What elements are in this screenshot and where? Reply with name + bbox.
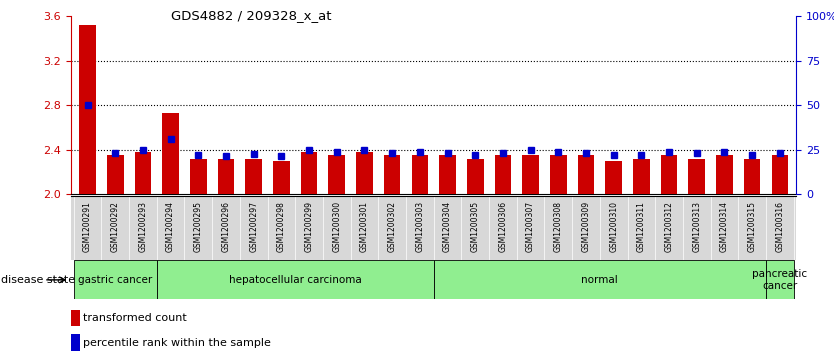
FancyBboxPatch shape	[434, 260, 766, 299]
Bar	[273, 161, 289, 194]
Text: GSM1200315: GSM1200315	[747, 201, 756, 252]
Text: GSM1200314: GSM1200314	[720, 201, 729, 252]
Text: GSM1200308: GSM1200308	[554, 201, 563, 252]
Text: percentile rank within the sample: percentile rank within the sample	[83, 338, 271, 347]
Text: disease state: disease state	[1, 275, 75, 285]
Text: GSM1200302: GSM1200302	[388, 201, 397, 252]
Bar	[716, 155, 733, 194]
Text: GSM1200304: GSM1200304	[443, 201, 452, 252]
Text: GSM1200305: GSM1200305	[470, 201, 480, 252]
Text: GSM1200291: GSM1200291	[83, 201, 92, 252]
Bar	[71, 334, 80, 351]
Text: GSM1200310: GSM1200310	[609, 201, 618, 252]
Bar	[218, 159, 234, 194]
Text: GSM1200297: GSM1200297	[249, 201, 259, 252]
Bar	[744, 159, 761, 194]
Bar	[329, 155, 345, 194]
FancyBboxPatch shape	[157, 260, 434, 299]
Bar	[190, 159, 207, 194]
Text: hepatocellular carcinoma: hepatocellular carcinoma	[229, 275, 362, 285]
Text: GSM1200293: GSM1200293	[138, 201, 148, 252]
Text: GSM1200298: GSM1200298	[277, 201, 286, 252]
Text: GSM1200307: GSM1200307	[526, 201, 535, 252]
Bar	[384, 155, 400, 194]
Bar	[411, 155, 428, 194]
Bar	[107, 155, 123, 194]
Bar	[134, 152, 151, 194]
Bar	[440, 155, 456, 194]
Bar	[495, 155, 511, 194]
Bar	[522, 155, 539, 194]
Text: normal: normal	[581, 275, 618, 285]
Bar	[163, 113, 179, 194]
Text: transformed count: transformed count	[83, 313, 187, 323]
Bar	[605, 161, 622, 194]
Bar	[79, 25, 96, 194]
Text: pancreatic
cancer: pancreatic cancer	[752, 269, 807, 291]
FancyBboxPatch shape	[73, 260, 157, 299]
Text: GSM1200303: GSM1200303	[415, 201, 425, 252]
Text: GSM1200306: GSM1200306	[499, 201, 507, 252]
Text: GSM1200316: GSM1200316	[776, 201, 784, 252]
Bar	[245, 159, 262, 194]
Text: GSM1200311: GSM1200311	[637, 201, 646, 252]
Bar	[467, 159, 484, 194]
Bar	[633, 159, 650, 194]
Bar	[71, 310, 80, 326]
Bar	[301, 152, 318, 194]
Text: GDS4882 / 209328_x_at: GDS4882 / 209328_x_at	[171, 9, 331, 22]
Text: GSM1200313: GSM1200313	[692, 201, 701, 252]
Bar	[688, 159, 705, 194]
Bar	[661, 155, 677, 194]
Text: GSM1200295: GSM1200295	[193, 201, 203, 252]
Text: GSM1200292: GSM1200292	[111, 201, 120, 252]
Text: GSM1200299: GSM1200299	[304, 201, 314, 252]
Bar	[550, 155, 566, 194]
Text: GSM1200301: GSM1200301	[360, 201, 369, 252]
Text: GSM1200312: GSM1200312	[665, 201, 674, 252]
Text: GSM1200294: GSM1200294	[166, 201, 175, 252]
Text: gastric cancer: gastric cancer	[78, 275, 153, 285]
Text: GSM1200300: GSM1200300	[332, 201, 341, 252]
Bar	[771, 155, 788, 194]
Bar	[578, 155, 595, 194]
FancyBboxPatch shape	[766, 260, 794, 299]
Text: GSM1200309: GSM1200309	[581, 201, 590, 252]
Text: GSM1200296: GSM1200296	[222, 201, 230, 252]
Bar	[356, 152, 373, 194]
